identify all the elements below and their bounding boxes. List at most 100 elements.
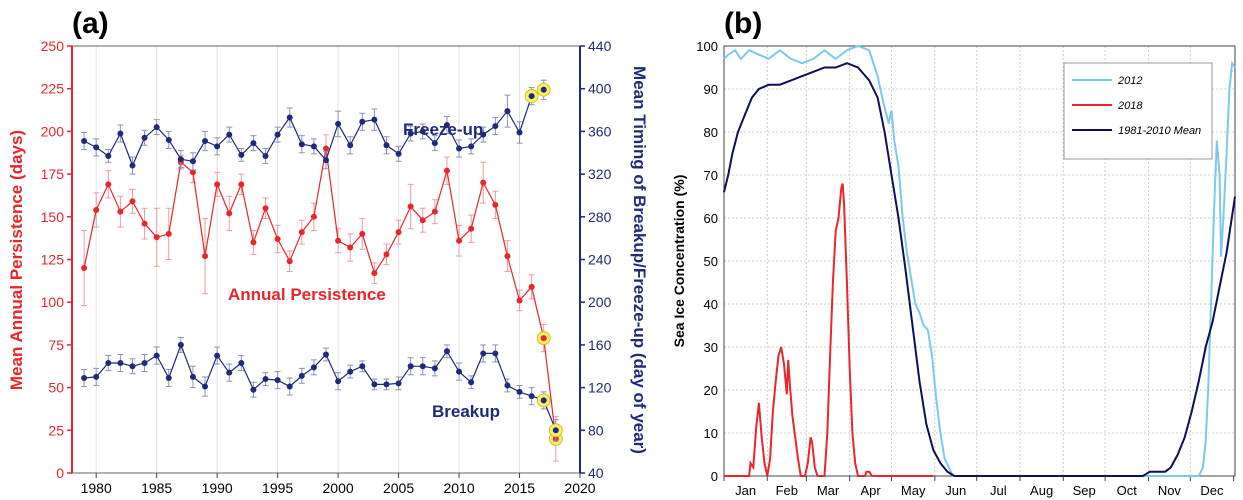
- data-point: [480, 350, 487, 357]
- y-left-tick-label: 175: [41, 166, 65, 182]
- data-point: [226, 210, 233, 217]
- breakup-annotation: Breakup: [432, 402, 500, 421]
- y-left-tick-label: 125: [41, 252, 65, 268]
- x-tick-label: 1980: [81, 480, 112, 496]
- data-point: [202, 138, 209, 145]
- data-point: [468, 379, 475, 386]
- panel-b-legend: 2012 2018 1981-2010 Mean: [1063, 62, 1213, 160]
- y-tick-label: 90: [704, 82, 718, 97]
- freeze-up-annotation: Freeze-up: [403, 120, 483, 139]
- panel-a: (a) 1980 1985 1990 1995 2000 2005 2010 2015 2020…: [7, 7, 649, 496]
- panel-b-label: (b): [724, 7, 762, 40]
- y-left-tick-label: 200: [41, 123, 65, 139]
- data-point: [141, 220, 148, 227]
- legend-label: 2018: [1117, 100, 1143, 112]
- y-tick-label: 80: [704, 125, 718, 140]
- data-point: [226, 131, 233, 138]
- data-point: [274, 236, 281, 243]
- x-tick-label: 2010: [443, 480, 474, 496]
- data-point: [371, 116, 378, 123]
- data-point: [492, 350, 499, 357]
- data-point: [93, 144, 100, 151]
- data-point: [383, 142, 390, 149]
- month-label: Jun: [945, 483, 966, 498]
- data-point: [528, 283, 535, 290]
- data-point: [504, 108, 511, 115]
- y-tick-label: 60: [704, 211, 718, 226]
- panel-a-right-axis: 40 80 120 160 200 240 280 320 360 400 440: [579, 38, 612, 481]
- y-left-tick-label: 50: [48, 380, 64, 396]
- data-point: [407, 203, 414, 210]
- data-point: [105, 181, 112, 188]
- panel-a-y-left-label: Mean Annual Persistence (days): [7, 130, 26, 390]
- data-point: [456, 145, 463, 152]
- panel-a-x-axis: 1980 1985 1990 1995 2000 2005 2010 2015 2020: [81, 473, 596, 496]
- month-label: Mar: [817, 483, 840, 498]
- data-point: [468, 143, 475, 150]
- panel-b-y-axis: 0 10 20 30 40 50 60 70 80 90 100: [696, 39, 718, 484]
- y-tick-label: 20: [704, 383, 718, 398]
- data-point: [81, 374, 88, 381]
- data-point: [504, 253, 511, 260]
- legend-label: 1981-2010 Mean: [1118, 125, 1201, 137]
- data-point: [528, 393, 535, 400]
- y-left-tick-label: 100: [41, 294, 65, 310]
- data-point: [250, 140, 257, 147]
- y-right-tick-label: 80: [588, 422, 604, 438]
- data-point: [177, 156, 184, 163]
- data-point: [310, 364, 317, 371]
- y-left-tick-label: 0: [56, 465, 64, 481]
- y-right-tick-label: 240: [588, 252, 612, 268]
- data-point: [177, 341, 184, 348]
- series-freeze-up: [81, 79, 551, 175]
- data-point: [516, 388, 523, 395]
- panel-a-y-right-label: Mean Timing of Breakup/Freeze-up (day of…: [630, 66, 649, 454]
- y-right-tick-label: 160: [588, 337, 612, 353]
- y-tick-label: 30: [704, 340, 718, 355]
- data-point: [93, 206, 100, 213]
- panel-a-left-axis: 0 25 50 75 100 125 150 175 200 225 250: [41, 38, 73, 481]
- data-point: [431, 140, 438, 147]
- panel-b: (b) 0 10 20 30 40 50 60 70 80 90 100 Jan Feb Mar Apr M…: [671, 7, 1236, 498]
- data-point: [431, 208, 438, 215]
- data-point: [383, 381, 390, 388]
- data-point: [323, 145, 329, 152]
- data-point: [262, 152, 269, 159]
- data-point: [262, 376, 269, 383]
- series-line-1981-2010-mean: [723, 62, 1236, 477]
- data-point: [323, 351, 329, 358]
- data-point: [407, 363, 414, 370]
- data-point: [250, 239, 257, 246]
- panel-a-frame: [71, 45, 581, 474]
- data-point: [274, 131, 281, 138]
- month-label: Aug: [1030, 483, 1053, 498]
- x-tick-label: 1985: [141, 480, 172, 496]
- data-point: [226, 369, 233, 376]
- data-point: [286, 258, 293, 265]
- data-point: [347, 244, 354, 251]
- month-label: Sep: [1073, 483, 1096, 498]
- x-tick-label: 2020: [564, 480, 595, 496]
- x-tick-label: 2015: [504, 480, 535, 496]
- data-point: [431, 365, 438, 372]
- y-right-tick-label: 440: [588, 38, 612, 54]
- data-point: [528, 93, 535, 100]
- y-left-tick-label: 250: [41, 38, 65, 54]
- month-label: Feb: [776, 483, 798, 498]
- data-point: [540, 397, 547, 404]
- data-point: [81, 138, 88, 145]
- data-point: [492, 201, 499, 208]
- month-label: Oct: [1117, 483, 1138, 498]
- month-label: Jul: [990, 483, 1007, 498]
- data-point: [298, 141, 305, 148]
- data-point: [480, 131, 487, 138]
- data-point: [238, 151, 245, 158]
- panel-b-y-label: Sea Ice Concentration (%): [671, 175, 687, 348]
- y-tick-label: 10: [704, 426, 718, 441]
- data-point: [141, 360, 148, 367]
- y-right-tick-label: 400: [588, 81, 612, 97]
- data-point: [129, 162, 136, 169]
- data-point: [395, 150, 402, 157]
- data-point: [347, 368, 354, 375]
